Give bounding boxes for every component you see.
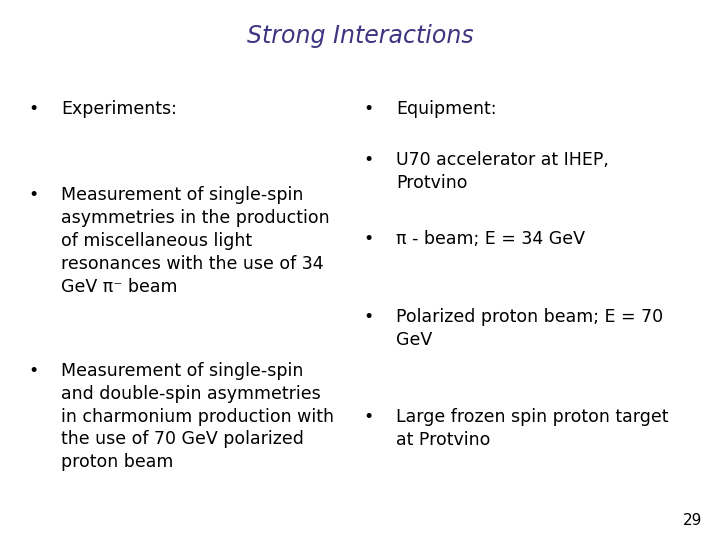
Text: •: • bbox=[29, 362, 39, 380]
Text: •: • bbox=[364, 230, 374, 247]
Text: Experiments:: Experiments: bbox=[61, 100, 177, 118]
Text: Polarized proton beam; E = 70
GeV: Polarized proton beam; E = 70 GeV bbox=[396, 308, 663, 349]
Text: Strong Interactions: Strong Interactions bbox=[247, 24, 473, 48]
Text: Measurement of single-spin
asymmetries in the production
of miscellaneous light
: Measurement of single-spin asymmetries i… bbox=[61, 186, 330, 296]
Text: •: • bbox=[364, 100, 374, 118]
Text: π - beam; E = 34 GeV: π - beam; E = 34 GeV bbox=[396, 230, 585, 247]
Text: •: • bbox=[29, 100, 39, 118]
Text: •: • bbox=[364, 308, 374, 326]
Text: •: • bbox=[364, 151, 374, 169]
Text: 29: 29 bbox=[683, 513, 702, 528]
Text: Measurement of single-spin
and double-spin asymmetries
in charmonium production : Measurement of single-spin and double-sp… bbox=[61, 362, 334, 471]
Text: Large frozen spin proton target
at Protvino: Large frozen spin proton target at Protv… bbox=[396, 408, 668, 449]
Text: Equipment:: Equipment: bbox=[396, 100, 497, 118]
Text: •: • bbox=[364, 408, 374, 426]
Text: U70 accelerator at IHEP,
Protvino: U70 accelerator at IHEP, Protvino bbox=[396, 151, 609, 192]
Text: •: • bbox=[29, 186, 39, 204]
